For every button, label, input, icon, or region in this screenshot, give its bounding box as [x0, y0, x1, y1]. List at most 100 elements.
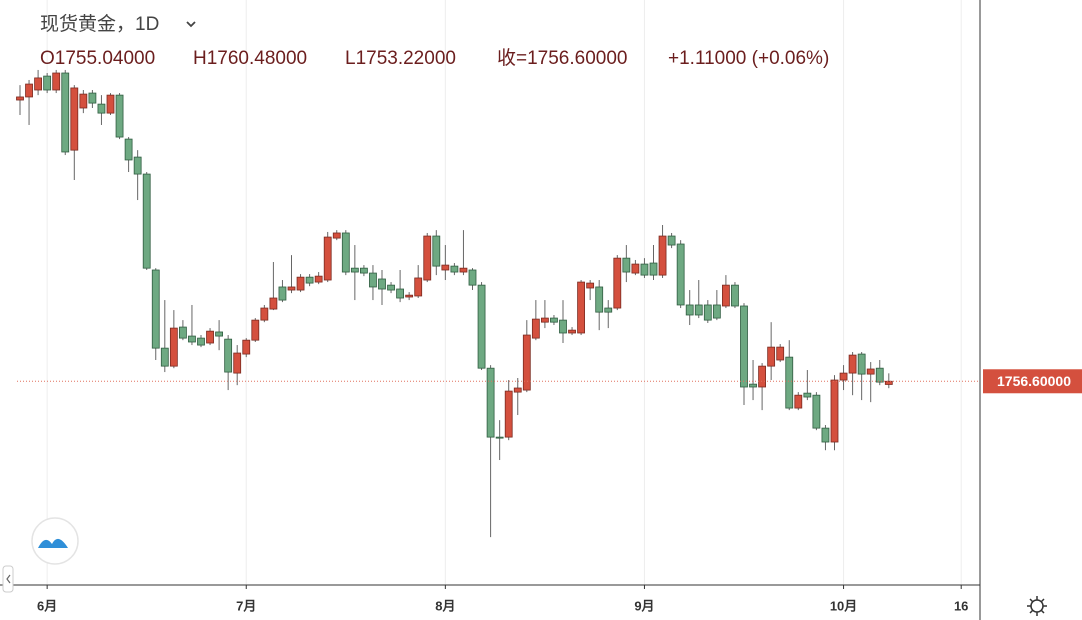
candle-body	[151, 269, 160, 349]
candle-body	[332, 232, 341, 239]
candle-body	[513, 387, 522, 393]
candle-body	[839, 372, 848, 381]
candle-body	[495, 436, 504, 439]
gear-teeth	[1027, 596, 1047, 616]
candle-body	[595, 286, 604, 313]
candle-body	[70, 87, 79, 151]
candle-body	[486, 367, 495, 438]
candle-body	[142, 173, 151, 269]
candles	[16, 69, 893, 538]
ohlc-legend: O1755.04000 H1760.48000 L1753.22000 收=1756.…	[40, 47, 829, 69]
candle-body	[224, 338, 233, 373]
logo-shape	[38, 538, 68, 548]
logo[interactable]	[31, 517, 79, 565]
candle-body	[178, 326, 187, 339]
candle-body	[875, 367, 884, 383]
candle-body	[676, 243, 685, 306]
candle-body	[305, 276, 314, 284]
candle-body	[369, 272, 377, 288]
candle-body	[703, 304, 712, 321]
candle-body	[577, 281, 585, 334]
last-price-label: 1756.60000	[997, 373, 1071, 389]
legend-item: L1753.22000	[345, 48, 456, 69]
candle-body	[188, 335, 196, 343]
candle-body	[821, 427, 830, 443]
candle-body	[830, 379, 839, 443]
candle-body	[658, 235, 667, 276]
candle-body	[477, 284, 486, 369]
candle-body	[43, 75, 52, 91]
candle-body	[278, 286, 287, 301]
candle-body	[97, 103, 106, 114]
candle-body	[712, 304, 721, 319]
candle-body	[604, 307, 613, 313]
candle-body	[622, 257, 631, 273]
candle-body	[260, 307, 269, 321]
candle-body	[169, 327, 178, 367]
candle-body	[233, 352, 242, 374]
legend-item: O1755.04000	[40, 48, 155, 69]
candle-body	[133, 156, 142, 175]
candle-body	[215, 331, 224, 337]
candle-body	[631, 263, 640, 274]
candle-body	[197, 337, 205, 346]
candle-body	[378, 278, 386, 290]
candle-body	[25, 83, 33, 98]
candle-body	[269, 297, 278, 310]
candle-body	[341, 232, 350, 273]
candle-body	[441, 264, 450, 271]
collapse-arrow	[6, 574, 11, 584]
legend-item: H1760.48000	[193, 48, 307, 69]
candle-body	[296, 276, 305, 291]
candle-body	[812, 394, 821, 429]
chart-title: 现货黄金，1D	[40, 13, 159, 35]
dropdown-icon[interactable]	[186, 21, 196, 28]
candle-body	[423, 235, 432, 281]
candle-body	[414, 277, 423, 297]
candle-body	[61, 72, 70, 153]
candle-body	[667, 235, 676, 246]
candle-body	[848, 354, 857, 374]
candle-body	[468, 269, 477, 286]
grid	[46, 0, 962, 589]
candle-body	[568, 329, 576, 334]
candle-body	[450, 265, 459, 273]
last-price-tag	[983, 369, 1082, 394]
candle-body	[541, 317, 549, 323]
candle-body	[16, 96, 24, 101]
candle-body	[124, 138, 133, 161]
candle-body	[794, 394, 803, 409]
candle-body	[106, 94, 115, 114]
candle-body	[79, 93, 88, 109]
candle-body	[694, 304, 703, 316]
candle-body	[359, 267, 368, 274]
x-tick-label: 7月	[236, 598, 256, 613]
collapse-tab[interactable]	[2, 565, 14, 593]
candle-body	[749, 383, 757, 388]
candle-body	[115, 94, 124, 138]
candle-body	[350, 267, 359, 273]
x-tick-label: 16	[954, 598, 968, 613]
candle-body	[776, 346, 785, 361]
candle-body	[857, 353, 866, 375]
candle-body	[52, 72, 61, 91]
candle-body	[731, 284, 739, 307]
candle-body	[459, 267, 468, 273]
candle-body	[405, 294, 414, 298]
candle-body	[559, 319, 567, 334]
candle-body	[287, 286, 296, 291]
candle-body	[758, 365, 766, 388]
candle-body	[740, 305, 748, 388]
candle-body	[785, 356, 794, 409]
candle-body	[550, 317, 558, 323]
settings-icon[interactable]	[1027, 596, 1047, 616]
candle-body	[160, 347, 169, 367]
candle-body	[613, 257, 622, 309]
candle-body	[522, 334, 531, 391]
candle-body	[884, 380, 893, 385]
candle-body	[586, 282, 595, 289]
candle-body	[649, 262, 658, 276]
